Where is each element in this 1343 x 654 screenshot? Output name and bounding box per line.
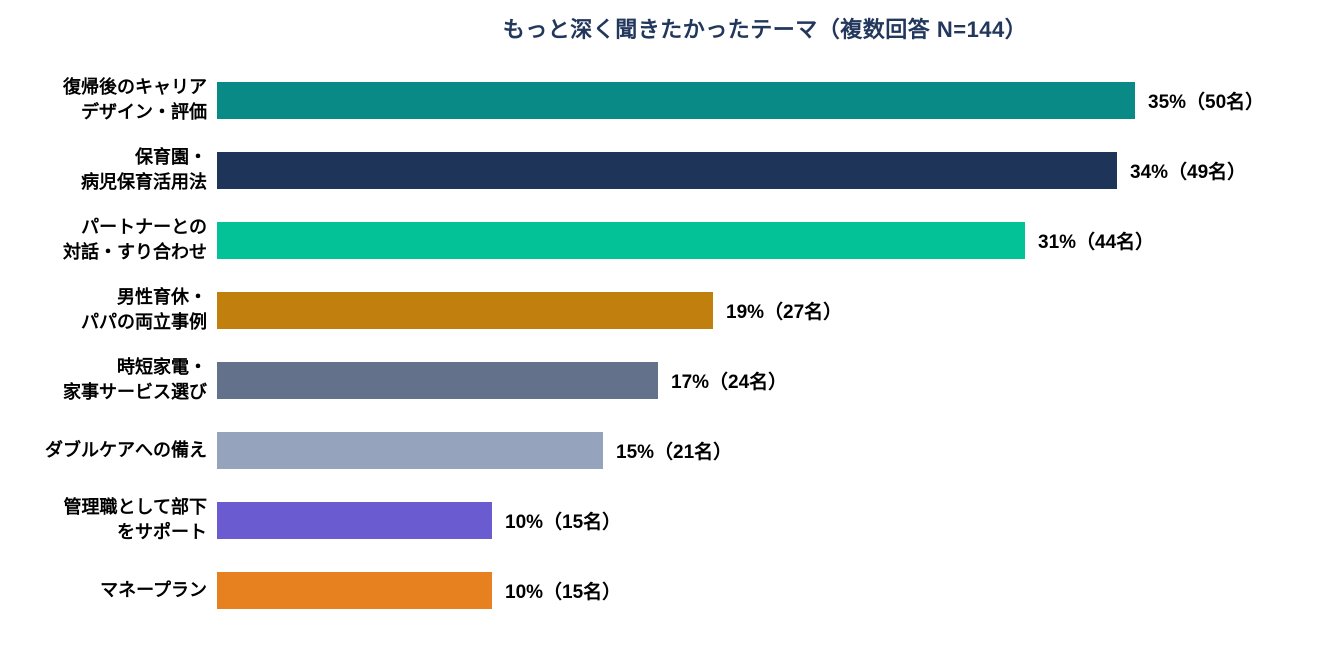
value-label: 19%（27名） — [726, 301, 843, 323]
bar-track — [217, 151, 1117, 189]
value-label: 31%（44名） — [1038, 231, 1155, 253]
category-label: 男性育休・ パパの両立事例 — [81, 287, 207, 332]
bar — [217, 431, 603, 469]
bar-track — [217, 431, 603, 469]
bar — [217, 361, 658, 399]
value-label: 10%（15名） — [505, 581, 622, 603]
category-label: マネープラン — [100, 579, 207, 600]
bar — [217, 151, 1117, 189]
value-label: 35%（50名） — [1148, 91, 1265, 113]
category-label: ダブルケアへの備え — [45, 439, 207, 460]
bar — [217, 501, 492, 539]
bar — [217, 221, 1025, 259]
bar-row: 復帰後のキャリア デザイン・評価 35%（50名） — [0, 77, 1265, 122]
bar-track — [217, 221, 1025, 259]
chart-title: もっと深く聞きたかったテーマ（複数回答 N=144） — [502, 17, 1028, 42]
bar-row: パートナーとの 対話・すり合わせ 31%（44名） — [0, 217, 1155, 262]
category-label: 復帰後のキャリア デザイン・評価 — [63, 77, 207, 122]
value-label: 10%（15名） — [505, 511, 622, 533]
bar-track — [217, 361, 658, 399]
category-label: 時短家電・ 家事サービス選び — [63, 357, 207, 402]
bar-track — [217, 81, 1135, 119]
bar — [217, 291, 713, 329]
category-label: パートナーとの 対話・すり合わせ — [63, 217, 207, 262]
bar-track — [217, 571, 492, 609]
value-label: 34%（49名） — [1130, 161, 1247, 183]
bar — [217, 571, 492, 609]
value-label: 15%（21名） — [616, 441, 733, 463]
bar-track — [217, 501, 492, 539]
bar-row: 保育園・ 病児保育活用法 34%（49名） — [0, 147, 1247, 192]
bar-row: 時短家電・ 家事サービス選び 17%（24名） — [0, 357, 788, 402]
value-label: 17%（24名） — [671, 371, 788, 393]
category-label: 保育園・ 病児保育活用法 — [81, 147, 207, 192]
bar-track — [217, 291, 713, 329]
bar-row: ダブルケアへの備え 15%（21名） — [0, 431, 732, 469]
bar-row: マネープラン 10%（15名） — [0, 571, 621, 609]
bar-row: 管理職として部下 をサポート 10%（15名） — [0, 497, 622, 542]
bar — [217, 81, 1135, 119]
category-label: 管理職として部下 をサポート — [63, 497, 207, 542]
bar-row: 男性育休・ パパの両立事例 19%（27名） — [0, 287, 843, 332]
